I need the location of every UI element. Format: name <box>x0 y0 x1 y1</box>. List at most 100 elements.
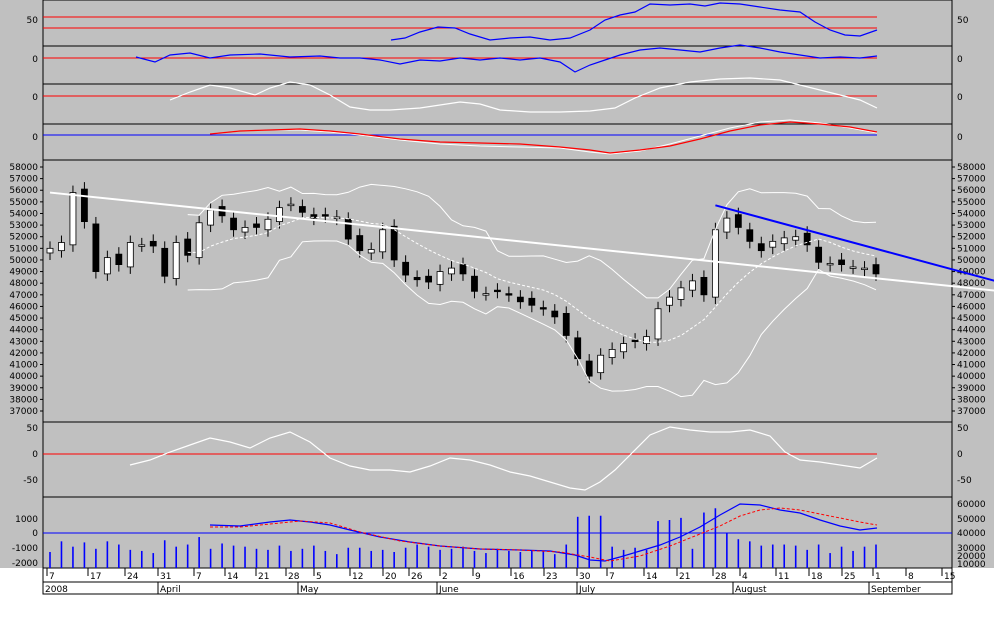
x-tick-label: 17 <box>90 572 101 582</box>
price-tick-right: 38000 <box>957 395 986 405</box>
candle-body <box>826 263 834 266</box>
price-tick-left: 44000 <box>9 326 38 336</box>
panel4-white-line <box>209 119 878 155</box>
price-tick-left: 38000 <box>9 395 38 405</box>
price-tick-right: 58000 <box>957 163 986 173</box>
panel4-red-line <box>209 121 878 154</box>
panel3-line <box>169 77 878 113</box>
x-tick-label: 7 <box>49 572 55 582</box>
osc-tick-right: 50 <box>957 424 969 434</box>
x-tick-label: 8 <box>908 572 914 582</box>
candle-body <box>448 267 455 275</box>
candle-body <box>780 237 788 245</box>
price-tick-right: 42000 <box>957 349 986 359</box>
osc-tick-left: -50 <box>23 476 38 486</box>
candle-body <box>757 243 765 252</box>
x-tick-label: 25 <box>844 572 855 582</box>
candle-body <box>46 247 54 254</box>
candle-body <box>723 217 731 233</box>
price-tick-left: 51000 <box>9 244 38 254</box>
panel4-tick-0-right: 0 <box>957 133 963 143</box>
price-tick-left: 37000 <box>9 407 38 417</box>
candle-body <box>321 214 329 217</box>
candle-body <box>413 276 421 281</box>
candle-body <box>69 192 77 246</box>
candle-body <box>516 296 524 303</box>
price-tick-left: 40000 <box>9 372 38 382</box>
candle-body <box>241 227 249 233</box>
candle-body <box>597 354 605 374</box>
x-tick-label: 9 <box>475 572 481 582</box>
right-axis-background <box>952 0 994 568</box>
price-tick-right: 40000 <box>957 372 986 382</box>
price-tick-left: 50000 <box>9 256 38 266</box>
price-tick-right: 48000 <box>957 279 986 289</box>
candle-body <box>769 240 777 248</box>
price-tick-left: 56000 <box>9 186 38 196</box>
candle-body <box>367 249 375 254</box>
candle-body <box>207 209 215 226</box>
price-tick-right: 53000 <box>957 221 986 231</box>
price-tick-left: 46000 <box>9 302 38 312</box>
candle-body <box>562 312 570 336</box>
price-tick-right: 57000 <box>957 175 986 185</box>
trendline-white <box>49 191 994 292</box>
candle-body <box>792 236 800 241</box>
price-tick-left: 55000 <box>9 198 38 208</box>
x-month-label: August <box>735 585 767 595</box>
candle-body <box>195 222 203 259</box>
panel1-line <box>390 2 878 41</box>
x-tick-label: 4 <box>742 572 748 582</box>
price-tick-left: 57000 <box>9 175 38 185</box>
x-tick-label: 18 <box>811 572 823 582</box>
panel3-tick-0: 0 <box>32 93 38 103</box>
candle-body <box>459 264 467 275</box>
price-tick-left: 53000 <box>9 221 38 231</box>
candle-body <box>689 280 696 291</box>
panel1-tick-50: 50 <box>27 16 39 26</box>
x-tick-label: 28 <box>715 572 727 582</box>
candle-body <box>425 275 432 283</box>
macd-signal-line <box>210 507 878 562</box>
x-tick-label: 14 <box>646 572 658 582</box>
candle-body <box>172 242 180 279</box>
candle-body <box>861 267 868 270</box>
candle-body <box>264 218 272 231</box>
price-tick-right: 45000 <box>957 314 986 324</box>
x-month-label: April <box>160 585 181 595</box>
lower-band-line <box>187 240 877 398</box>
candle-body <box>608 349 616 358</box>
x-month-label: September <box>871 585 921 595</box>
candle-body <box>539 307 547 310</box>
x-tick-label: 11 <box>778 572 789 582</box>
x-month-label: May <box>300 585 319 595</box>
candle-body <box>551 310 559 318</box>
x-tick-label: 1 <box>875 572 881 582</box>
x-tick-label: 5 <box>316 572 322 582</box>
candle-body <box>505 293 513 296</box>
price-tick-right: 55000 <box>957 198 986 208</box>
candle-body <box>746 229 754 242</box>
volume-left-tick: 0 <box>32 529 38 539</box>
macd-line <box>209 503 878 562</box>
price-tick-right: 54000 <box>957 209 986 219</box>
volume-right-tick: 60000 <box>957 500 986 510</box>
candle-body <box>103 257 111 275</box>
candle-body <box>528 297 536 306</box>
candle-body <box>402 261 410 276</box>
candle-body <box>287 203 295 207</box>
x-year-label: 2008 <box>45 585 68 595</box>
candle-body <box>838 259 845 266</box>
x-tick-label: 7 <box>609 572 615 582</box>
candle-body <box>149 240 157 247</box>
x-tick-label: 24 <box>127 572 139 582</box>
osc-tick-left: 0 <box>32 450 38 460</box>
candle-body <box>390 225 398 261</box>
price-tick-left: 54000 <box>9 209 38 219</box>
volume-right-tick: 20000 <box>957 552 986 562</box>
candle-body <box>849 266 857 269</box>
volume-right-tick: 10000 <box>957 560 986 570</box>
upper-band-line <box>187 183 877 299</box>
x-tick-label: 31 <box>160 572 171 582</box>
